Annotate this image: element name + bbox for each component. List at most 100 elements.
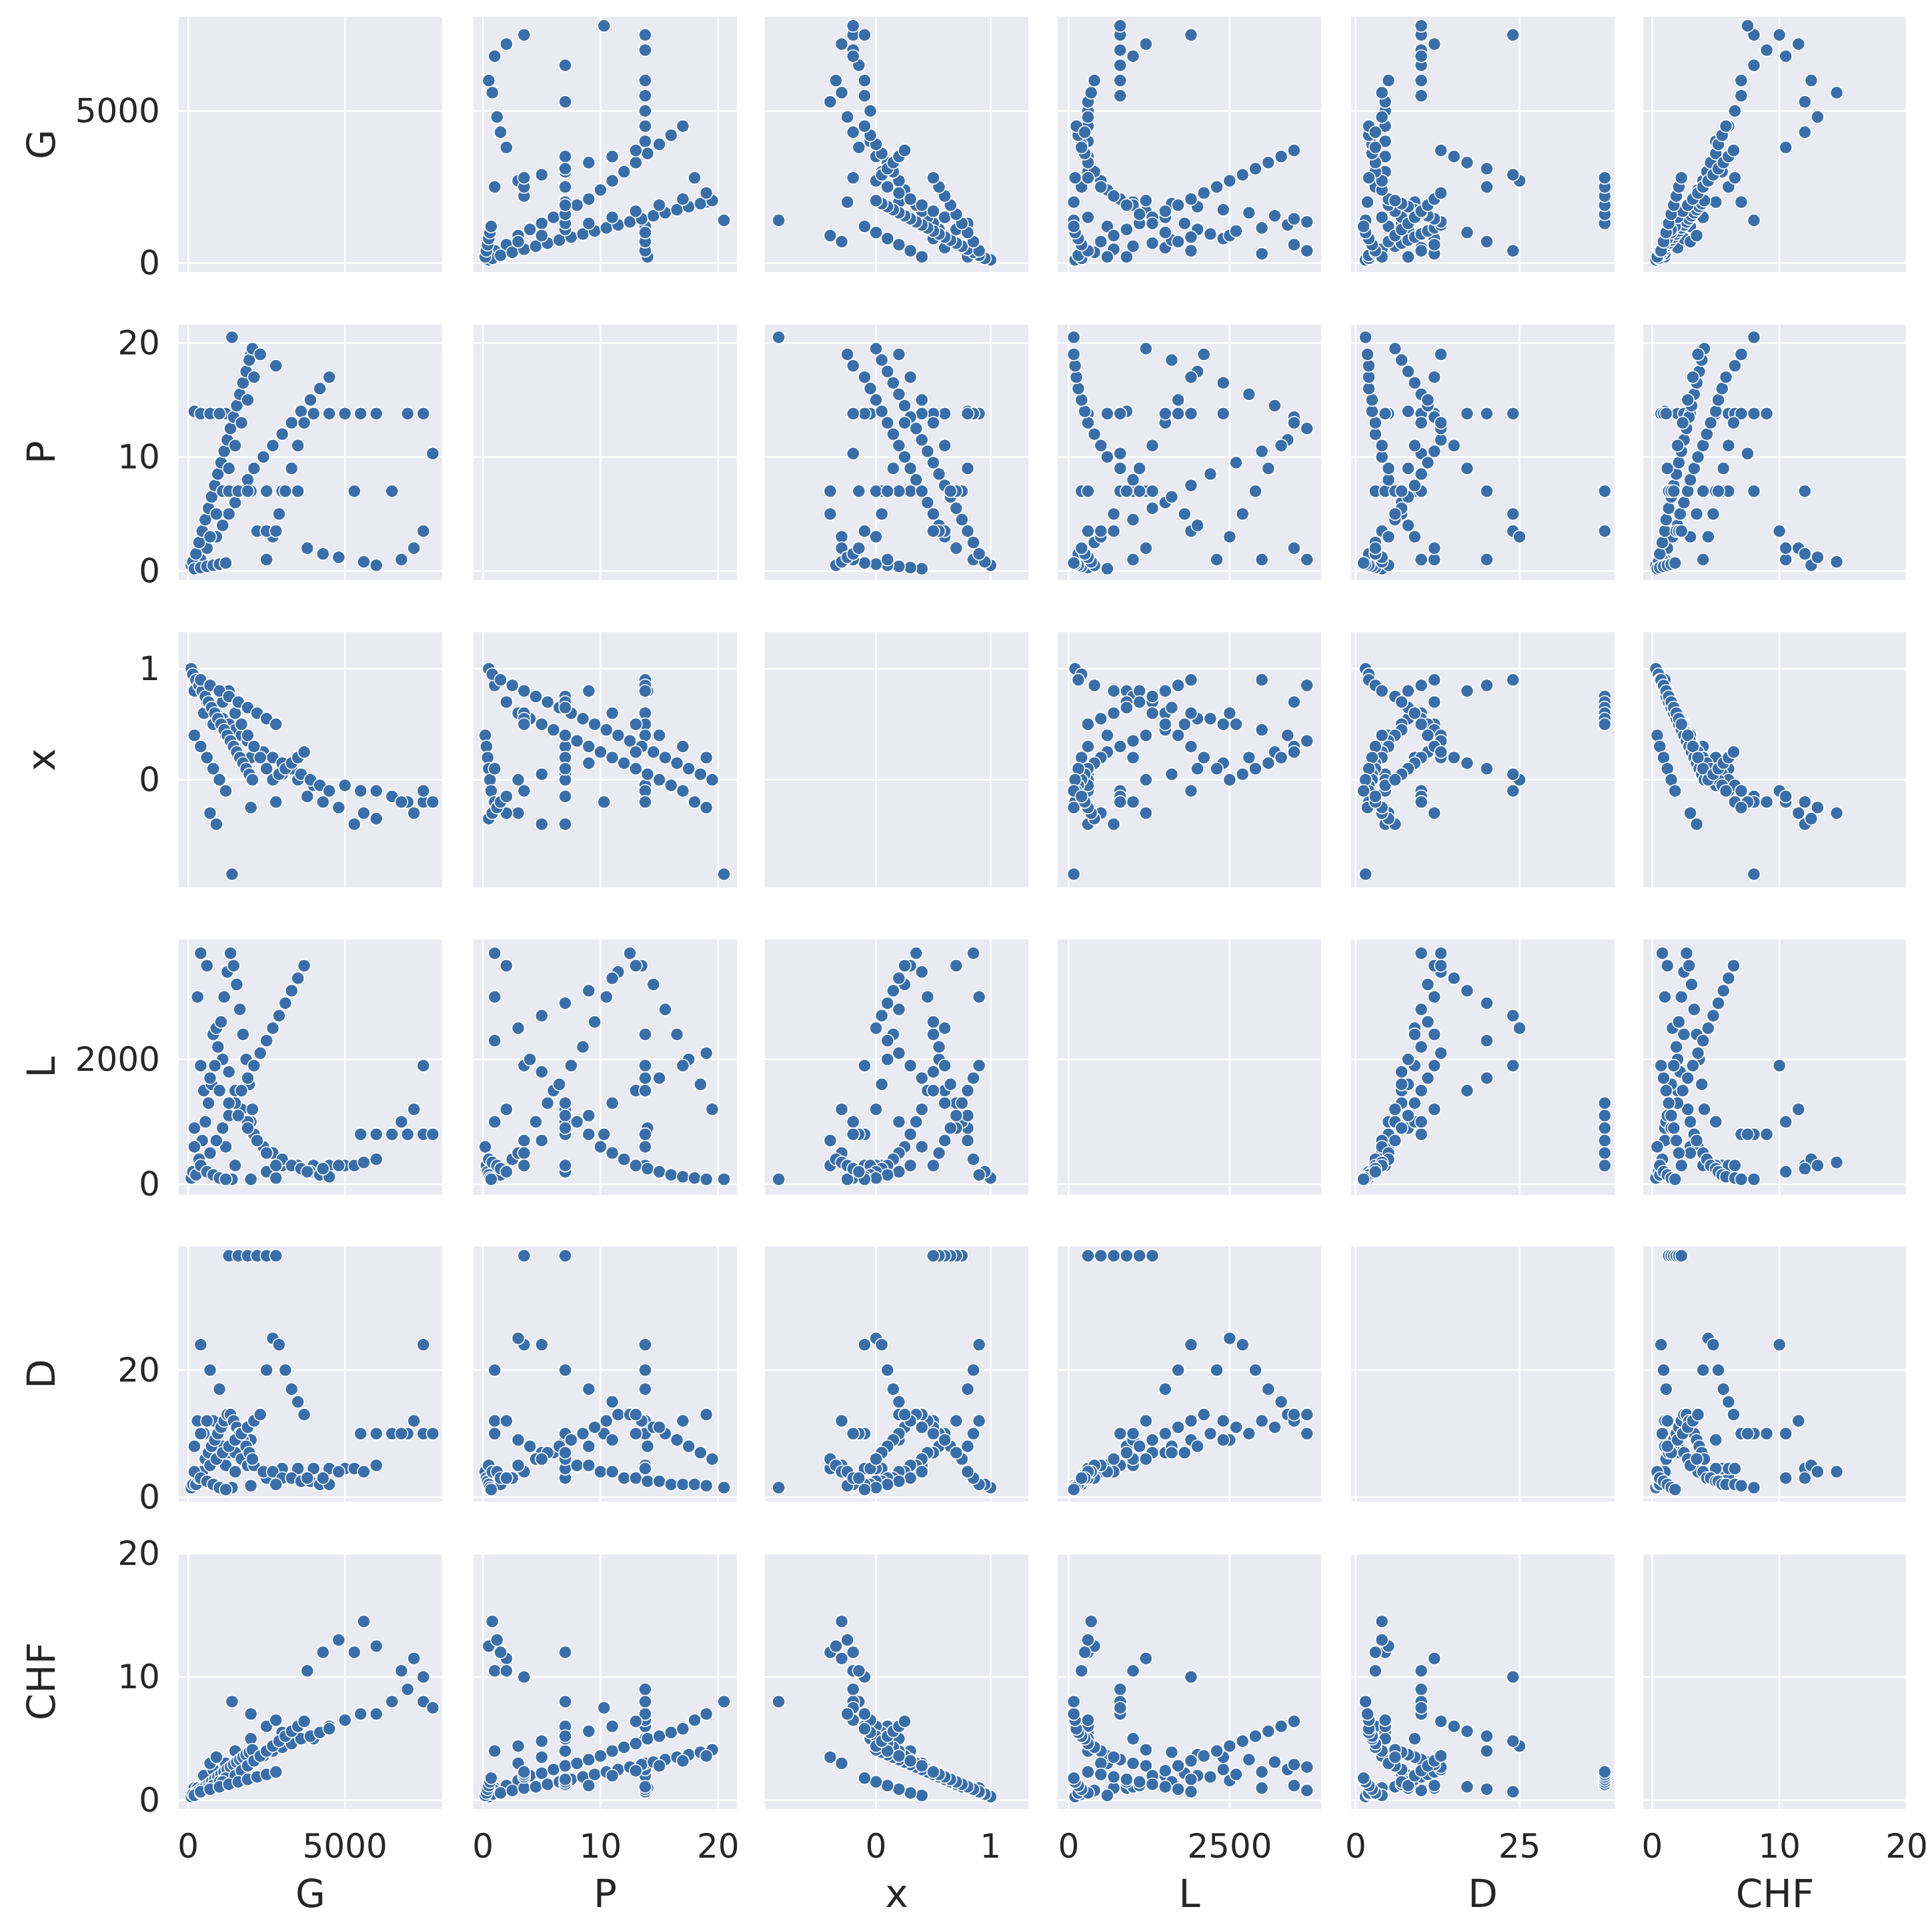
- data-point: [1506, 243, 1520, 258]
- data-point: [1381, 461, 1396, 475]
- data-point: [886, 1382, 900, 1396]
- data-point: [582, 1752, 596, 1767]
- data-point: [488, 1034, 502, 1048]
- data-point: [903, 1786, 918, 1800]
- data-point: [558, 1446, 572, 1460]
- data-point: [892, 1002, 906, 1017]
- data-point: [1420, 1015, 1435, 1029]
- subplot-grid: [179, 17, 1908, 1809]
- data-point: [1414, 1040, 1428, 1054]
- data-point: [1300, 243, 1314, 258]
- x-axis-label-x: x: [885, 1871, 908, 1916]
- data-point: [597, 19, 612, 33]
- data-point: [972, 547, 986, 561]
- data-point: [874, 404, 889, 419]
- data-point: [1434, 433, 1448, 447]
- data-point: [638, 1338, 652, 1352]
- data-point: [1242, 750, 1256, 765]
- data-point: [846, 1115, 860, 1129]
- data-point: [1388, 1102, 1402, 1117]
- data-point: [407, 1414, 421, 1428]
- data-point: [269, 1171, 283, 1186]
- data-point: [949, 959, 964, 973]
- data-point: [943, 484, 958, 498]
- data-point: [1681, 1071, 1695, 1086]
- data-point: [1597, 484, 1612, 498]
- data-point: [1126, 1732, 1140, 1746]
- data-point: [1460, 407, 1475, 421]
- data-point: [926, 171, 940, 185]
- data-point: [1460, 683, 1475, 698]
- data-point: [652, 1165, 666, 1179]
- data-point: [1066, 867, 1081, 881]
- data-point: [823, 507, 838, 521]
- subplot-x-vs-P: [473, 632, 737, 887]
- data-point: [1709, 195, 1723, 209]
- data-point: [938, 1433, 952, 1447]
- data-point: [1673, 507, 1687, 521]
- data-point: [1106, 1452, 1121, 1466]
- data-point: [1216, 1433, 1230, 1447]
- data-point: [582, 683, 596, 698]
- data-point: [1696, 484, 1710, 498]
- x-axis-label-G: G: [295, 1871, 325, 1916]
- data-point: [694, 1077, 708, 1092]
- data-point: [863, 104, 878, 118]
- data-point: [582, 192, 596, 206]
- data-point: [1081, 717, 1095, 731]
- data-point: [858, 1707, 872, 1721]
- data-point: [517, 1158, 532, 1173]
- data-point: [1689, 228, 1704, 243]
- data-point: [652, 137, 666, 151]
- data-point: [880, 1363, 895, 1378]
- data-point: [1100, 728, 1114, 743]
- data-point: [638, 104, 652, 118]
- data-point: [1667, 1121, 1681, 1136]
- data-point: [576, 711, 590, 726]
- data-point: [1190, 761, 1204, 776]
- data-point: [846, 19, 860, 33]
- data-point: [972, 1168, 986, 1182]
- data-point: [1074, 140, 1089, 155]
- data-point: [869, 393, 883, 407]
- data-point: [966, 1363, 980, 1378]
- data-point: [517, 171, 532, 185]
- data-point: [1480, 1729, 1494, 1744]
- data-point: [203, 806, 217, 820]
- data-point: [1378, 149, 1392, 164]
- data-point: [416, 1694, 431, 1709]
- data-point: [540, 695, 555, 709]
- data-point: [1087, 427, 1102, 441]
- data-point: [1434, 415, 1448, 430]
- data-point: [914, 198, 929, 212]
- data-point: [488, 946, 502, 960]
- data-point: [903, 1058, 918, 1073]
- data-point: [1460, 461, 1475, 475]
- data-point: [629, 1764, 643, 1778]
- data-point: [926, 1765, 940, 1779]
- data-point: [1164, 700, 1179, 715]
- data-point: [629, 155, 643, 170]
- data-point: [353, 783, 368, 798]
- data-point: [534, 717, 549, 731]
- data-point: [1779, 140, 1793, 155]
- x-axis-label-D: D: [1468, 1871, 1498, 1916]
- data-point: [846, 1682, 860, 1696]
- data-point: [1222, 773, 1237, 787]
- data-point: [858, 1482, 872, 1497]
- data-point: [629, 143, 643, 157]
- data-point: [1106, 189, 1121, 203]
- data-point: [221, 1096, 236, 1110]
- data-point: [250, 1134, 264, 1148]
- data-point: [425, 1700, 440, 1715]
- data-point: [1158, 1764, 1172, 1778]
- data-point: [558, 1645, 572, 1660]
- data-point: [1100, 1788, 1114, 1802]
- data-point: [1368, 541, 1382, 555]
- data-point: [874, 353, 889, 367]
- data-point: [629, 745, 643, 759]
- data-point: [1747, 1172, 1761, 1186]
- x-tick-CHF-20: 20: [1885, 1827, 1928, 1866]
- data-point: [1287, 745, 1301, 759]
- data-point: [926, 1015, 940, 1029]
